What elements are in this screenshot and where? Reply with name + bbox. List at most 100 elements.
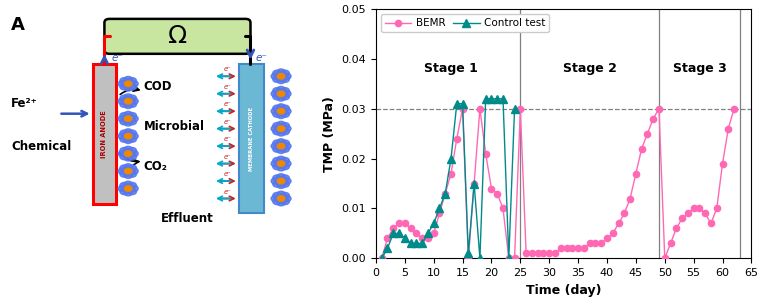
Circle shape (271, 195, 279, 202)
Circle shape (128, 171, 137, 177)
Control test (487, 97, 496, 100)
Circle shape (282, 126, 291, 132)
Circle shape (272, 157, 282, 164)
Circle shape (272, 94, 282, 100)
Circle shape (277, 182, 285, 188)
Circle shape (271, 143, 279, 149)
Circle shape (277, 139, 285, 145)
Circle shape (277, 126, 285, 131)
Circle shape (272, 76, 282, 82)
Circle shape (281, 129, 289, 135)
Text: COD: COD (143, 80, 172, 93)
Text: Stage 2: Stage 2 (562, 62, 616, 75)
Circle shape (120, 136, 128, 142)
Circle shape (120, 119, 128, 125)
Circle shape (128, 84, 137, 90)
Circle shape (281, 111, 289, 117)
Circle shape (120, 154, 128, 160)
Control test (464, 252, 473, 255)
BEMR (689, 207, 698, 210)
Circle shape (281, 192, 289, 199)
Circle shape (282, 195, 291, 202)
Circle shape (272, 123, 282, 129)
BEMR (377, 257, 386, 260)
Circle shape (272, 88, 282, 94)
Circle shape (118, 151, 127, 157)
Text: Stage 1: Stage 1 (424, 62, 478, 75)
Circle shape (277, 161, 285, 166)
Circle shape (128, 101, 137, 107)
BEMR (729, 107, 739, 110)
Line: BEMR: BEMR (379, 105, 737, 262)
Circle shape (272, 129, 282, 135)
Circle shape (271, 108, 279, 114)
Circle shape (272, 192, 282, 199)
Circle shape (277, 74, 285, 79)
BEMR (458, 107, 467, 110)
Circle shape (281, 76, 289, 82)
Circle shape (277, 191, 285, 198)
Circle shape (120, 188, 128, 195)
Circle shape (124, 81, 132, 86)
Control test (429, 222, 438, 225)
Circle shape (124, 133, 132, 139)
Circle shape (272, 175, 282, 181)
Circle shape (120, 148, 128, 154)
Text: Chemical: Chemical (11, 140, 71, 153)
Text: e⁻: e⁻ (224, 154, 231, 159)
Text: e⁻: e⁻ (224, 84, 231, 90)
Circle shape (277, 143, 285, 149)
Circle shape (130, 185, 138, 192)
Circle shape (281, 181, 289, 187)
Circle shape (124, 116, 132, 121)
Text: Effluent: Effluent (161, 212, 214, 225)
Circle shape (128, 119, 137, 125)
Circle shape (124, 186, 132, 191)
Circle shape (277, 78, 285, 83)
Circle shape (277, 112, 285, 119)
Circle shape (277, 121, 285, 127)
Control test (452, 102, 461, 105)
Text: CO₂: CO₂ (143, 159, 167, 173)
Circle shape (124, 190, 132, 196)
Circle shape (277, 174, 285, 180)
Circle shape (271, 126, 279, 132)
Control test (493, 97, 502, 100)
Control test (400, 237, 409, 240)
Control test (475, 257, 484, 260)
Circle shape (281, 105, 289, 111)
Text: e⁻: e⁻ (224, 171, 231, 177)
Circle shape (281, 88, 289, 94)
Text: $\Omega$: $\Omega$ (167, 24, 187, 48)
Circle shape (277, 86, 285, 93)
Text: Fe²⁺: Fe²⁺ (11, 97, 38, 110)
Control test (458, 102, 467, 105)
Circle shape (281, 157, 289, 164)
Circle shape (128, 182, 137, 189)
Circle shape (272, 163, 282, 170)
Circle shape (277, 108, 285, 114)
Circle shape (128, 95, 137, 101)
Control test (389, 232, 398, 235)
Circle shape (277, 69, 285, 75)
Circle shape (128, 154, 137, 160)
Circle shape (281, 146, 289, 152)
Circle shape (124, 111, 132, 118)
Control test (499, 97, 508, 100)
Circle shape (272, 198, 282, 205)
Circle shape (272, 111, 282, 117)
Control test (377, 257, 386, 260)
Text: MEMBRANE CATHODE: MEMBRANE CATHODE (249, 107, 254, 171)
X-axis label: Time (day): Time (day) (526, 284, 601, 297)
Control test (424, 232, 433, 235)
Circle shape (120, 84, 128, 90)
Circle shape (118, 116, 127, 122)
Circle shape (277, 156, 285, 162)
BEMR (597, 242, 606, 245)
Text: e⁻: e⁻ (224, 189, 231, 195)
Text: IRON ANODE: IRON ANODE (102, 110, 108, 157)
Control test (446, 157, 455, 160)
Circle shape (130, 151, 138, 157)
Circle shape (124, 94, 132, 100)
Circle shape (281, 94, 289, 100)
